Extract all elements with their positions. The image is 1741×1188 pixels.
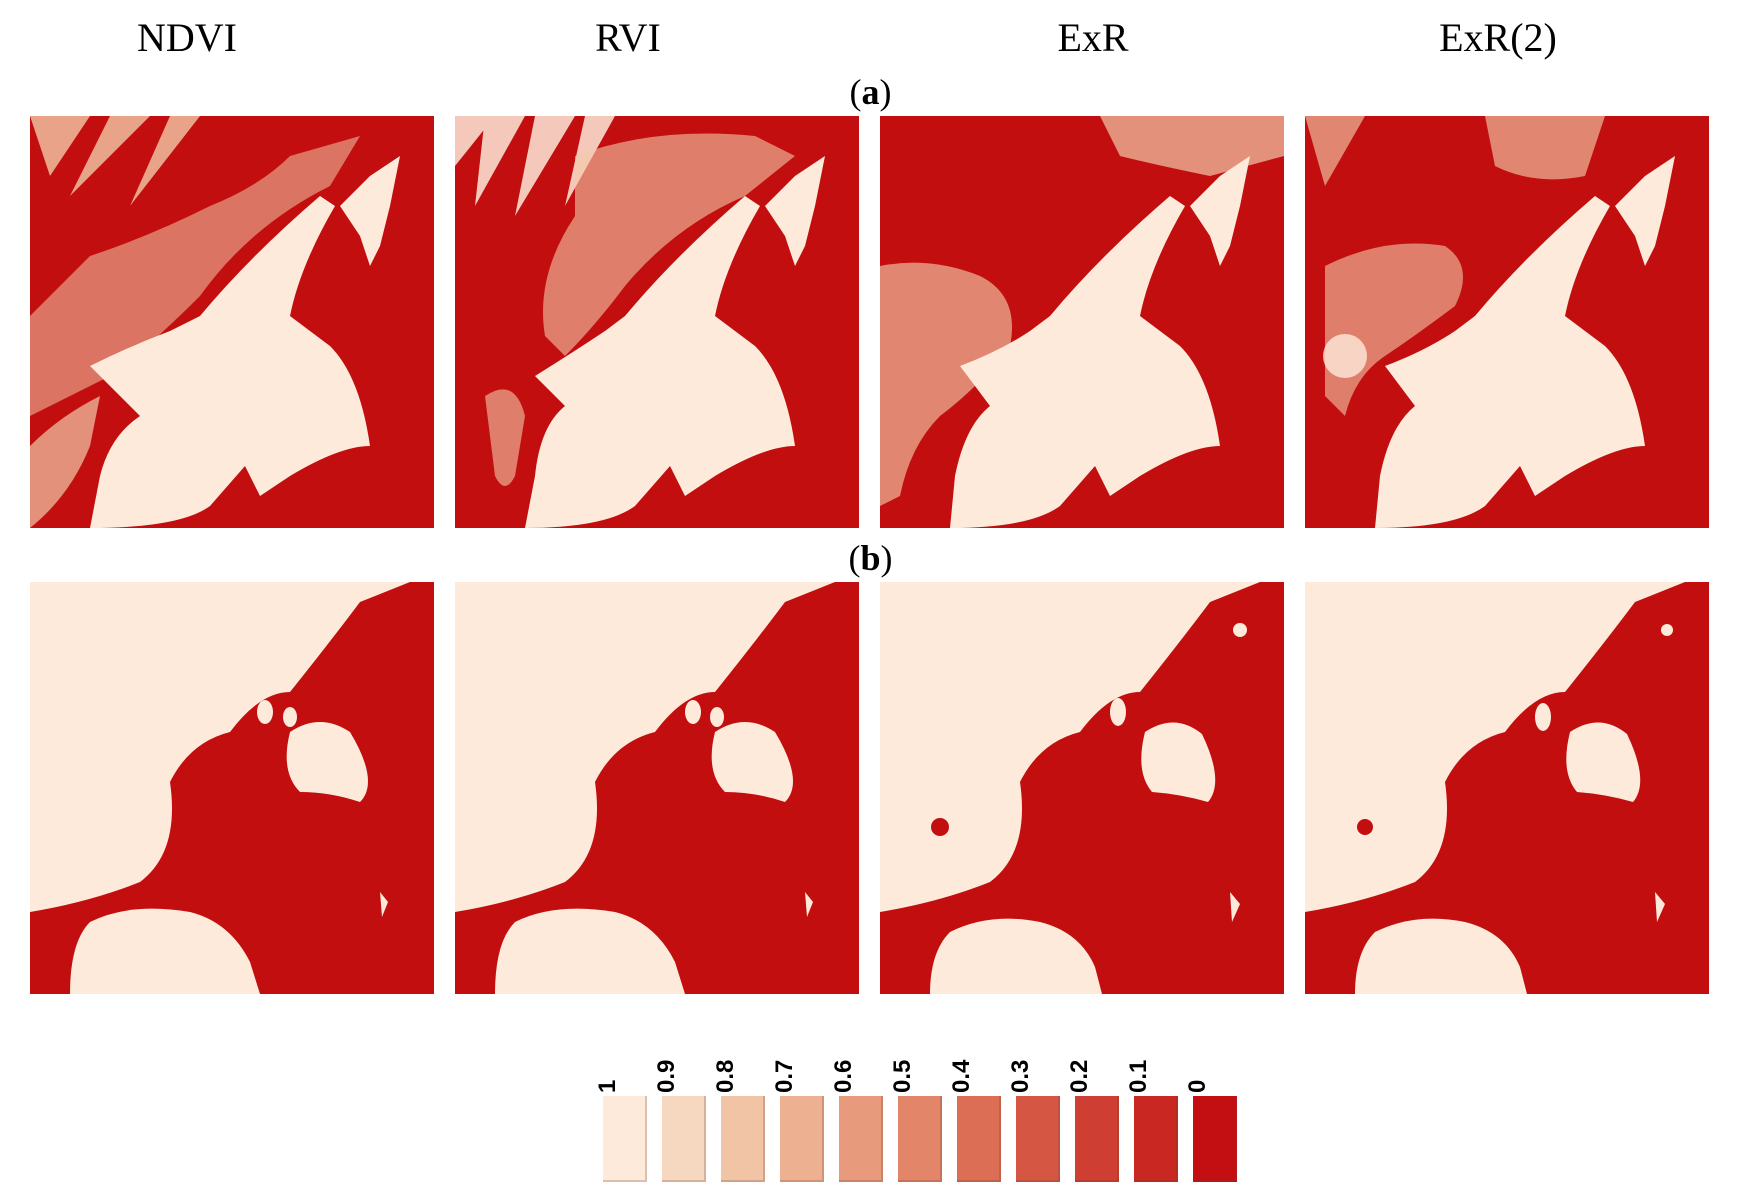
map-panel-b-exr2 xyxy=(1305,582,1709,994)
row-label-open-paren: ( xyxy=(848,538,861,578)
map-panel-a-exr xyxy=(880,116,1284,528)
legend-label: 0.3 xyxy=(1007,1059,1034,1093)
legend-swatch xyxy=(839,1096,883,1182)
legend-swatch xyxy=(780,1096,824,1182)
map-panel-b-rvi xyxy=(455,582,859,994)
row-label-close-paren: ) xyxy=(880,538,893,578)
map-panel-a-ndvi xyxy=(30,116,434,528)
row-label-close-paren: ) xyxy=(879,72,892,112)
row-label-letter: a xyxy=(861,72,880,112)
legend-swatch xyxy=(957,1096,1001,1182)
legend-swatch xyxy=(898,1096,942,1182)
map-panel-a-rvi xyxy=(455,116,859,528)
legend-label: 0.2 xyxy=(1066,1059,1093,1093)
legend-label: 0.4 xyxy=(948,1059,975,1093)
row-label-a: (a) xyxy=(0,72,1741,112)
row-label-letter: b xyxy=(860,538,881,578)
column-title-exr: ExR xyxy=(1057,15,1129,60)
legend-swatch xyxy=(1075,1096,1119,1182)
legend-label: 0.1 xyxy=(1125,1059,1152,1093)
legend-swatch xyxy=(1134,1096,1178,1182)
row-label-b: (b) xyxy=(0,538,1741,578)
legend-label: 0.9 xyxy=(653,1059,680,1093)
legend-swatch xyxy=(1193,1096,1237,1182)
legend-label: 0.7 xyxy=(771,1059,798,1093)
legend-swatch xyxy=(662,1096,706,1182)
legend-label: 0 xyxy=(1184,1079,1211,1093)
map-panel-a-exr2 xyxy=(1305,116,1709,528)
column-title-ndvi: NDVI xyxy=(137,15,237,60)
legend-label: 1 xyxy=(594,1079,621,1093)
column-title-rvi: RVI xyxy=(595,15,661,60)
map-panel-b-exr xyxy=(880,582,1284,994)
legend-label: 0.5 xyxy=(889,1059,916,1093)
legend-label: 0.8 xyxy=(712,1059,739,1093)
map-panel-b-ndvi xyxy=(30,582,434,994)
legend-swatch xyxy=(1016,1096,1060,1182)
row-label-open-paren: ( xyxy=(849,72,862,112)
column-title-exr2: ExR(2) xyxy=(1439,15,1557,60)
legend-label: 0.6 xyxy=(830,1059,857,1093)
legend-swatch xyxy=(721,1096,765,1182)
legend-swatch xyxy=(603,1096,647,1182)
